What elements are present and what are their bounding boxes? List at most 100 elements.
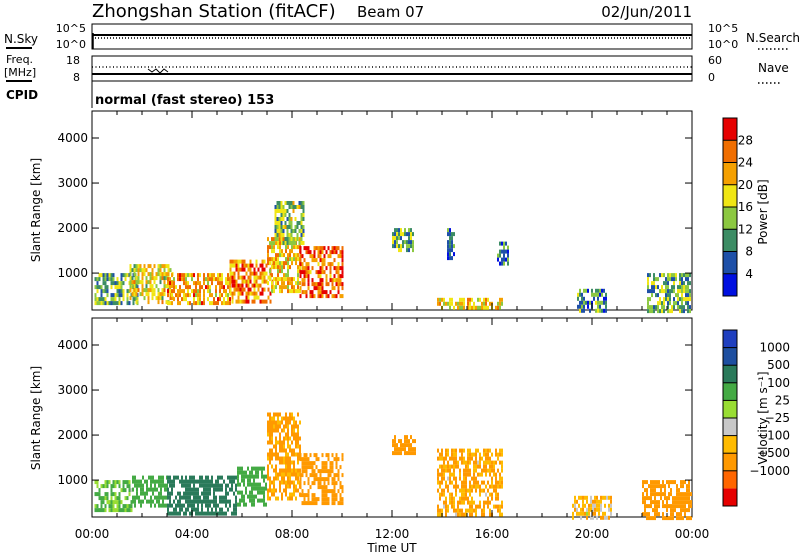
- data-cell: [276, 209, 279, 213]
- data-cell: [297, 444, 299, 449]
- data-cell: [273, 245, 275, 250]
- data-cell: [116, 500, 119, 505]
- data-cell: [284, 225, 287, 229]
- data-cell: [271, 436, 273, 441]
- colorbar-tick-label: −25: [765, 411, 790, 425]
- data-cell: [225, 503, 227, 508]
- data-cell: [128, 480, 131, 485]
- data-cell: [329, 266, 332, 271]
- data-cell: [451, 448, 453, 453]
- data-cell: [341, 262, 344, 267]
- data-cell: [104, 301, 107, 306]
- data-cell: [167, 293, 169, 298]
- data-cell: [313, 453, 316, 458]
- data-cell: [305, 266, 308, 271]
- data-cell: [333, 481, 336, 486]
- data-cell: [287, 472, 289, 477]
- data-cell: [646, 496, 648, 501]
- data-cell: [453, 232, 455, 237]
- data-cell: [501, 500, 503, 505]
- data-cell: [469, 301, 471, 306]
- data-cell: [98, 277, 101, 282]
- data-cell: [292, 205, 295, 209]
- data-cell: [175, 503, 177, 508]
- colorbar-segment: [723, 365, 737, 383]
- data-cell: [195, 495, 197, 500]
- data-cell: [291, 424, 293, 429]
- data-cell: [305, 246, 308, 251]
- data-cell: [299, 444, 301, 449]
- data-cell: [475, 460, 477, 465]
- data-cell: [463, 476, 465, 481]
- y-tick-label: 3000: [57, 176, 88, 190]
- data-cell: [135, 280, 138, 285]
- data-cell: [669, 301, 671, 306]
- data-cell: [287, 480, 289, 485]
- data-cell: [315, 497, 318, 502]
- data-cell: [341, 254, 344, 259]
- data-cell: [505, 257, 507, 262]
- data-cell: [495, 472, 497, 477]
- data-cell: [229, 267, 232, 272]
- data-cell: [150, 499, 152, 504]
- data-cell: [449, 476, 451, 481]
- data-cell: [599, 304, 601, 309]
- data-cell: [652, 488, 654, 493]
- data-cell: [341, 294, 344, 299]
- data-cell: [457, 460, 459, 465]
- data-cell: [392, 443, 394, 448]
- data-cell: [269, 424, 271, 429]
- data-cell: [193, 273, 195, 278]
- data-cell: [453, 500, 455, 505]
- data-cell: [207, 281, 209, 286]
- data-cell: [183, 293, 185, 298]
- power-data-layer: [94, 201, 691, 314]
- data-cell: [128, 508, 131, 513]
- data-cell: [321, 258, 324, 263]
- data-cell: [453, 252, 455, 257]
- data-cell: [271, 257, 273, 262]
- data-cell: [669, 297, 671, 302]
- data-cell: [327, 489, 330, 494]
- data-cell: [678, 496, 680, 501]
- data-cell: [151, 284, 154, 289]
- data-cell: [477, 305, 479, 310]
- data-cell: [647, 289, 649, 294]
- data-cell: [279, 241, 281, 246]
- data-cell: [295, 261, 297, 266]
- data-cell: [503, 241, 505, 246]
- data-cell: [485, 305, 487, 310]
- data-cell: [297, 456, 299, 461]
- data-cell: [104, 492, 107, 497]
- data-cell: [251, 502, 253, 507]
- data-cell: [685, 285, 687, 290]
- data-cell: [307, 270, 310, 275]
- data-cell: [213, 301, 215, 306]
- data-cell: [443, 492, 445, 497]
- data-cell: [451, 248, 453, 253]
- nave-label: Nave: [758, 61, 789, 75]
- data-cell: [171, 483, 173, 488]
- data-cell: [150, 503, 152, 508]
- data-cell: [309, 453, 312, 458]
- data-cell: [277, 424, 279, 429]
- data-cell: [449, 256, 451, 261]
- data-cell: [473, 508, 475, 513]
- data-cell: [225, 301, 227, 306]
- data-cell: [327, 457, 330, 462]
- data-cell: [144, 491, 146, 496]
- data-cell: [394, 435, 396, 440]
- data-cell: [159, 296, 162, 301]
- data-cell: [199, 499, 201, 504]
- data-cell: [120, 293, 123, 298]
- data-cell: [287, 285, 289, 290]
- data-cell: [193, 475, 195, 480]
- data-cell: [131, 268, 134, 273]
- data-cell: [96, 277, 99, 282]
- data-cell: [293, 468, 295, 473]
- data-cell: [130, 500, 133, 505]
- data-cell: [276, 225, 279, 229]
- data-cell: [96, 508, 99, 513]
- data-cell: [303, 282, 306, 287]
